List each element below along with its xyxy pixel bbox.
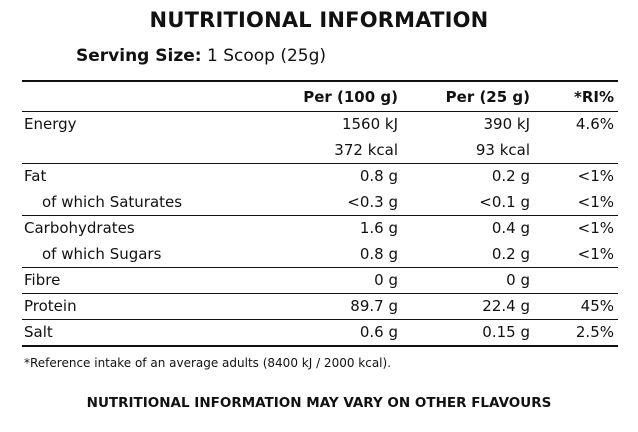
value-per-100g: <0.3 g	[347, 193, 398, 211]
value-per-100g: 0.8 g	[359, 245, 398, 263]
value-per-25g: 93 kcal	[475, 141, 530, 159]
header-divider	[22, 111, 618, 112]
value-per-25g: 22.4 g	[482, 297, 530, 315]
value-per-100g: 1.6 g	[359, 219, 398, 237]
value-per-25g: 0.2 g	[491, 167, 530, 185]
table-row-fat: Fat 0.8 g 0.2 g <1%	[0, 163, 638, 189]
row-divider	[22, 215, 618, 216]
row-divider	[22, 293, 618, 294]
row-label: Salt	[24, 323, 53, 341]
table-header-row: Per (100 g) Per (25 g) *RI%	[0, 84, 638, 110]
value-per-100g: 372 kcal	[334, 141, 398, 159]
row-divider	[22, 163, 618, 164]
value-per-25g: 0 g	[506, 271, 530, 289]
value-ri: <1%	[577, 219, 614, 237]
value-per-100g: 0.6 g	[359, 323, 398, 341]
table-row-carbohydrates: Carbohydrates 1.6 g 0.4 g <1%	[0, 215, 638, 241]
column-header-per-100g: Per (100 g)	[303, 88, 398, 106]
table-row-saturates: of which Saturates <0.3 g <0.1 g <1%	[0, 189, 638, 215]
value-per-25g: 0.15 g	[482, 323, 530, 341]
row-label: Carbohydrates	[24, 219, 135, 237]
row-label: Fat	[24, 167, 47, 185]
table-row-sugars: of which Sugars 0.8 g 0.2 g <1%	[0, 241, 638, 267]
value-ri: <1%	[577, 245, 614, 263]
value-ri: <1%	[577, 167, 614, 185]
table-bottom-rule	[22, 345, 618, 347]
table-row-energy-kj: Energy 1560 kJ 390 kJ 4.6%	[0, 111, 638, 137]
value-per-25g: 0.2 g	[491, 245, 530, 263]
row-label: of which Sugars	[42, 245, 162, 263]
serving-size-value: 1 Scoop (25g)	[206, 46, 327, 66]
value-ri: 4.6%	[575, 115, 614, 133]
column-header-per-25g: Per (25 g)	[445, 88, 530, 106]
serving-size-label: Serving Size:	[76, 46, 202, 66]
row-label: Fibre	[24, 271, 61, 289]
table-row-salt: Salt 0.6 g 0.15 g 2.5%	[0, 319, 638, 345]
row-divider	[22, 319, 618, 320]
row-label: Energy	[24, 115, 77, 133]
flavour-disclaimer: NUTRITIONAL INFORMATION MAY VARY ON OTHE…	[86, 395, 552, 411]
value-ri: 2.5%	[575, 323, 614, 341]
value-per-25g: 0.4 g	[491, 219, 530, 237]
row-divider	[22, 267, 618, 268]
value-per-100g: 0.8 g	[359, 167, 398, 185]
value-per-100g: 89.7 g	[350, 297, 398, 315]
reference-intake-footnote: *Reference intake of an average adults (…	[24, 356, 392, 370]
column-header-ri: *RI%	[573, 88, 614, 106]
serving-size: Serving Size: 1 Scoop (25g)	[76, 46, 326, 66]
row-label: of which Saturates	[42, 193, 183, 211]
table-row-fibre: Fibre 0 g 0 g	[0, 267, 638, 293]
value-per-100g: 1560 kJ	[341, 115, 398, 133]
table-top-rule	[22, 80, 618, 82]
page-title: NUTRITIONAL INFORMATION	[149, 8, 489, 32]
value-per-100g: 0 g	[374, 271, 398, 289]
table-row-protein: Protein 89.7 g 22.4 g 45%	[0, 293, 638, 319]
value-ri: 45%	[580, 297, 614, 315]
row-label: Protein	[24, 297, 77, 315]
table-row-energy-kcal: 372 kcal 93 kcal	[0, 137, 638, 163]
value-ri: <1%	[577, 193, 614, 211]
value-per-25g: <0.1 g	[479, 193, 530, 211]
value-per-25g: 390 kJ	[483, 115, 530, 133]
